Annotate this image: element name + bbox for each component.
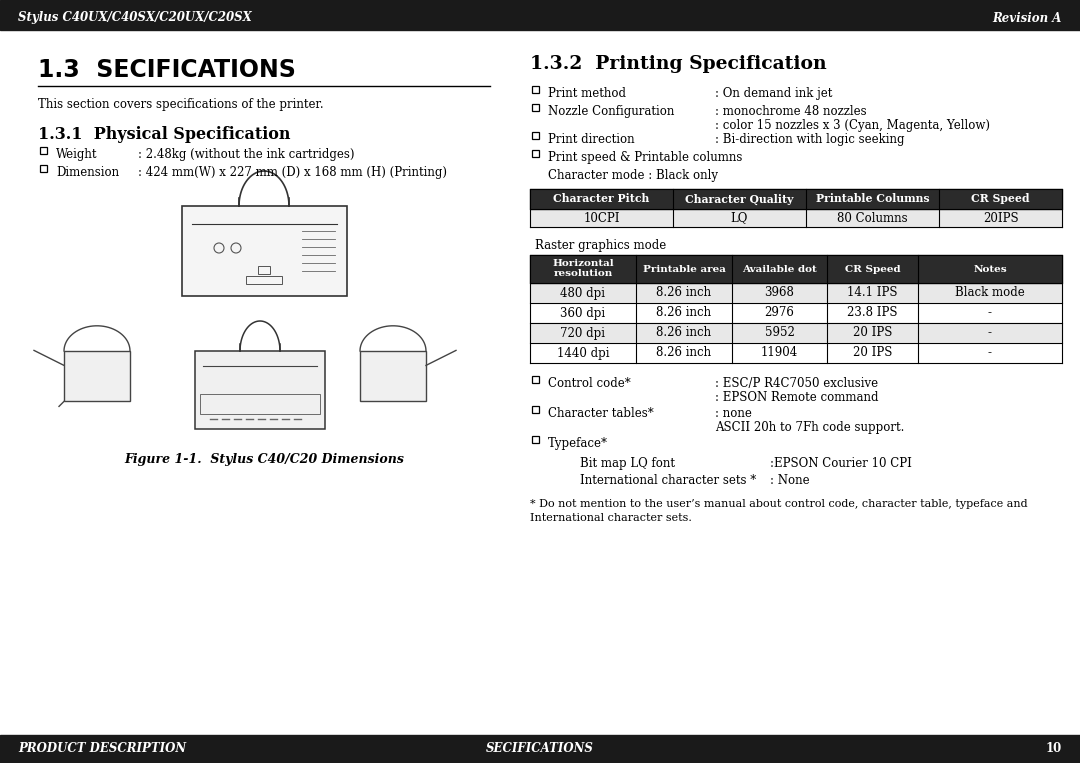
Text: 14.1 IPS: 14.1 IPS [847, 286, 897, 300]
Text: : none: : none [715, 407, 752, 420]
Text: -: - [988, 346, 993, 359]
Bar [40, 165, 48, 172]
Text: Print speed & Printable columns: Print speed & Printable columns [548, 151, 742, 164]
Bar [40, 147, 48, 154]
Bar [200, 394, 320, 414]
Text: * Do not mention to the user’s manual about control code, character table, typef: * Do not mention to the user’s manual ab… [530, 499, 1028, 509]
Bar [532, 104, 539, 111]
Text: : None: : None [770, 474, 810, 487]
Text: : EPSON Remote command: : EPSON Remote command [715, 391, 878, 404]
Text: Nozzle Configuration: Nozzle Configuration [548, 105, 674, 118]
Bar [532, 86, 539, 93]
Text: 1.3  SECIFICATIONS: 1.3 SECIFICATIONS [38, 58, 296, 82]
Text: PRODUCT DESCRIPTION: PRODUCT DESCRIPTION [18, 742, 186, 755]
Text: Character mode : Black only: Character mode : Black only [548, 169, 718, 182]
Text: 10: 10 [1045, 742, 1062, 755]
Text: -: - [988, 327, 993, 340]
Text: Character tables*: Character tables* [548, 407, 653, 420]
Bar [530, 323, 1062, 343]
Text: Figure 1-1.  Stylus C40/C20 Dimensions: Figure 1-1. Stylus C40/C20 Dimensions [124, 453, 404, 466]
Text: 5952: 5952 [765, 327, 795, 340]
Bar [195, 351, 325, 429]
Text: Typeface*: Typeface* [548, 437, 608, 450]
Text: International character sets.: International character sets. [530, 513, 692, 523]
Text: 8.26 inch: 8.26 inch [657, 346, 712, 359]
Text: 10CPI: 10CPI [583, 211, 620, 224]
Text: :EPSON Courier 10 CPI: :EPSON Courier 10 CPI [770, 457, 912, 470]
Text: Bit map LQ font: Bit map LQ font [580, 457, 675, 470]
Text: ASCII 20h to 7Fh code support.: ASCII 20h to 7Fh code support. [715, 421, 904, 434]
Text: : ESC/P R4C7050 exclusive: : ESC/P R4C7050 exclusive [715, 377, 878, 390]
Text: Available dot: Available dot [742, 265, 816, 273]
Text: : color 15 nozzles x 3 (Cyan, Magenta, Yellow): : color 15 nozzles x 3 (Cyan, Magenta, Y… [715, 119, 990, 132]
Bar [530, 189, 1062, 209]
Text: SECIFICATIONS: SECIFICATIONS [486, 742, 594, 755]
Bar [530, 343, 1062, 363]
Text: Black mode: Black mode [955, 286, 1025, 300]
Bar [530, 303, 1062, 323]
Text: Notes: Notes [973, 265, 1007, 273]
Bar [532, 376, 539, 383]
Text: Raster graphics mode: Raster graphics mode [535, 239, 666, 252]
Text: : On demand ink jet: : On demand ink jet [715, 87, 833, 100]
Text: 80 Columns: 80 Columns [837, 211, 908, 224]
Text: 720 dpi: 720 dpi [561, 327, 606, 340]
Text: -: - [988, 307, 993, 320]
Bar [0, 0, 1080, 30]
Text: 360 dpi: 360 dpi [561, 307, 606, 320]
Bar [0, 735, 1080, 763]
Text: 20IPS: 20IPS [983, 211, 1018, 224]
Bar [532, 132, 539, 139]
Text: Print method: Print method [548, 87, 626, 100]
Text: 11904: 11904 [761, 346, 798, 359]
Bar [360, 351, 426, 401]
Bar [181, 206, 347, 296]
Text: Dimension: Dimension [56, 166, 119, 179]
Text: LQ: LQ [731, 211, 748, 224]
Bar [64, 351, 130, 401]
Text: : 424 mm(W) x 227 mm (D) x 168 mm (H) (Printing): : 424 mm(W) x 227 mm (D) x 168 mm (H) (P… [138, 166, 447, 179]
Text: 8.26 inch: 8.26 inch [657, 327, 712, 340]
Text: 2976: 2976 [765, 307, 795, 320]
Text: : monochrome 48 nozzles: : monochrome 48 nozzles [715, 105, 866, 118]
Bar [530, 209, 1062, 227]
Text: Character Quality: Character Quality [685, 193, 794, 204]
Text: 20 IPS: 20 IPS [853, 346, 892, 359]
Text: 23.8 IPS: 23.8 IPS [847, 307, 897, 320]
Text: CR Speed: CR Speed [971, 194, 1029, 204]
Text: 1.3.1  Physical Specification: 1.3.1 Physical Specification [38, 126, 291, 143]
Text: Weight: Weight [56, 148, 97, 161]
Text: 480 dpi: 480 dpi [561, 286, 606, 300]
Bar [258, 266, 270, 274]
Text: 3968: 3968 [765, 286, 795, 300]
Text: 8.26 inch: 8.26 inch [657, 286, 712, 300]
Bar [532, 150, 539, 157]
Text: 8.26 inch: 8.26 inch [657, 307, 712, 320]
Text: Stylus C40UX/C40SX/C20UX/C20SX: Stylus C40UX/C40SX/C20UX/C20SX [18, 11, 252, 24]
Text: Control code*: Control code* [548, 377, 631, 390]
Text: Printable area: Printable area [643, 265, 726, 273]
Text: 20 IPS: 20 IPS [853, 327, 892, 340]
Text: 1440 dpi: 1440 dpi [557, 346, 609, 359]
Text: Character Pitch: Character Pitch [553, 194, 650, 204]
Text: resolution: resolution [553, 269, 612, 278]
Bar [246, 276, 282, 284]
Text: : 2.48kg (without the ink cartridges): : 2.48kg (without the ink cartridges) [138, 148, 354, 161]
Bar [530, 283, 1062, 303]
Text: International character sets *: International character sets * [580, 474, 756, 487]
Text: Revision A: Revision A [993, 11, 1062, 24]
Text: CR Speed: CR Speed [845, 265, 901, 273]
Text: Print direction: Print direction [548, 133, 635, 146]
Bar [530, 255, 1062, 283]
Text: : Bi-direction with logic seeking: : Bi-direction with logic seeking [715, 133, 905, 146]
Text: This section covers specifications of the printer.: This section covers specifications of th… [38, 98, 324, 111]
Text: Printable Columns: Printable Columns [815, 194, 929, 204]
Text: Horizontal: Horizontal [552, 259, 613, 269]
Bar [532, 406, 539, 413]
Text: 1.3.2  Printing Specification: 1.3.2 Printing Specification [530, 55, 826, 73]
Bar [532, 436, 539, 443]
